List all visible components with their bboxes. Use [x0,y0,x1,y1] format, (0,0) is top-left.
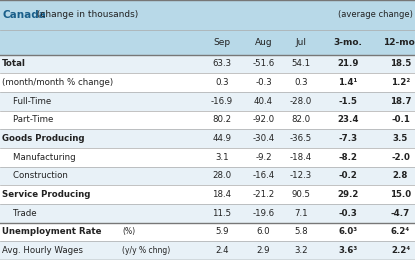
Text: -19.6: -19.6 [252,209,275,218]
Text: 54.1: 54.1 [291,60,310,68]
Text: (%): (%) [122,228,136,237]
Text: -0.1: -0.1 [391,115,410,125]
Text: -0.2: -0.2 [338,172,357,180]
Text: 18.4: 18.4 [212,190,232,199]
Text: Canada: Canada [2,10,46,20]
Text: -16.9: -16.9 [211,97,233,106]
Text: 3.2: 3.2 [294,246,308,255]
Text: 6.0³: 6.0³ [338,228,357,237]
Bar [0,0,415,30]
Bar [0,148,415,167]
Text: -0.3: -0.3 [255,78,272,87]
Text: 3.6³: 3.6³ [338,246,357,255]
Text: 0.3: 0.3 [294,78,308,87]
Text: Total: Total [2,60,26,68]
Text: 40.4: 40.4 [254,97,273,106]
Bar [0,204,415,223]
Bar [0,185,415,204]
Text: -8.2: -8.2 [338,153,357,162]
Text: 28.0: 28.0 [212,172,232,180]
Text: 5.8: 5.8 [294,228,308,237]
Text: 2.4: 2.4 [215,246,229,255]
Text: Part-Time: Part-Time [2,115,54,125]
Text: 80.2: 80.2 [212,115,232,125]
Text: -51.6: -51.6 [252,60,275,68]
Bar [0,30,415,55]
Text: 7.1: 7.1 [294,209,308,218]
Bar [0,110,415,129]
Text: -1.5: -1.5 [338,97,357,106]
Text: 12-mo.: 12-mo. [383,38,415,47]
Text: -0.3: -0.3 [338,209,357,218]
Text: 29.2: 29.2 [337,190,359,199]
Bar [0,129,415,148]
Text: -9.2: -9.2 [255,153,272,162]
Text: 3.1: 3.1 [215,153,229,162]
Text: 90.5: 90.5 [291,190,310,199]
Text: -92.0: -92.0 [252,115,275,125]
Text: Service Producing: Service Producing [2,190,90,199]
Text: 63.3: 63.3 [212,60,232,68]
Text: 18.7: 18.7 [390,97,411,106]
Text: Aug: Aug [255,38,272,47]
Bar [0,223,415,241]
Text: 3-mo.: 3-mo. [333,38,362,47]
Text: 2.8: 2.8 [393,172,408,180]
Bar [0,92,415,110]
Text: Unemployment Rate: Unemployment Rate [2,228,102,237]
Text: 6.2⁴: 6.2⁴ [391,228,410,237]
Text: 1.4¹: 1.4¹ [338,78,357,87]
Text: Construction: Construction [2,172,68,180]
Text: 18.5: 18.5 [390,60,411,68]
Text: Jul: Jul [295,38,306,47]
Text: Full-Time: Full-Time [2,97,51,106]
Text: 1.2²: 1.2² [391,78,410,87]
Text: (average change): (average change) [338,10,413,20]
Text: (month/month % change): (month/month % change) [2,78,113,87]
Text: -28.0: -28.0 [290,97,312,106]
Text: Avg. Hourly Wages: Avg. Hourly Wages [2,246,83,255]
Text: 15.0: 15.0 [390,190,411,199]
Text: 23.4: 23.4 [337,115,359,125]
Text: 44.9: 44.9 [212,134,232,143]
Bar [0,55,415,73]
Text: Manufacturing: Manufacturing [2,153,76,162]
Text: (change in thousands): (change in thousands) [34,10,138,20]
Text: 5.9: 5.9 [215,228,229,237]
Text: -2.0: -2.0 [391,153,410,162]
Bar [0,73,415,92]
Text: -36.5: -36.5 [290,134,312,143]
Text: -18.4: -18.4 [290,153,312,162]
Text: 82.0: 82.0 [291,115,310,125]
Text: -7.3: -7.3 [338,134,357,143]
Bar [0,241,415,260]
Text: -16.4: -16.4 [252,172,275,180]
Text: Sep: Sep [213,38,231,47]
Text: Trade: Trade [2,209,37,218]
Text: 21.9: 21.9 [337,60,359,68]
Text: -21.2: -21.2 [252,190,275,199]
Bar [0,167,415,185]
Text: 2.2⁴: 2.2⁴ [391,246,410,255]
Text: (y/y % chng): (y/y % chng) [122,246,171,255]
Text: 0.3: 0.3 [215,78,229,87]
Text: 3.5: 3.5 [393,134,408,143]
Text: 6.0: 6.0 [257,228,270,237]
Text: -4.7: -4.7 [391,209,410,218]
Text: Goods Producing: Goods Producing [2,134,85,143]
Text: 2.9: 2.9 [257,246,270,255]
Text: 11.5: 11.5 [212,209,232,218]
Text: -30.4: -30.4 [252,134,275,143]
Text: -12.3: -12.3 [290,172,312,180]
